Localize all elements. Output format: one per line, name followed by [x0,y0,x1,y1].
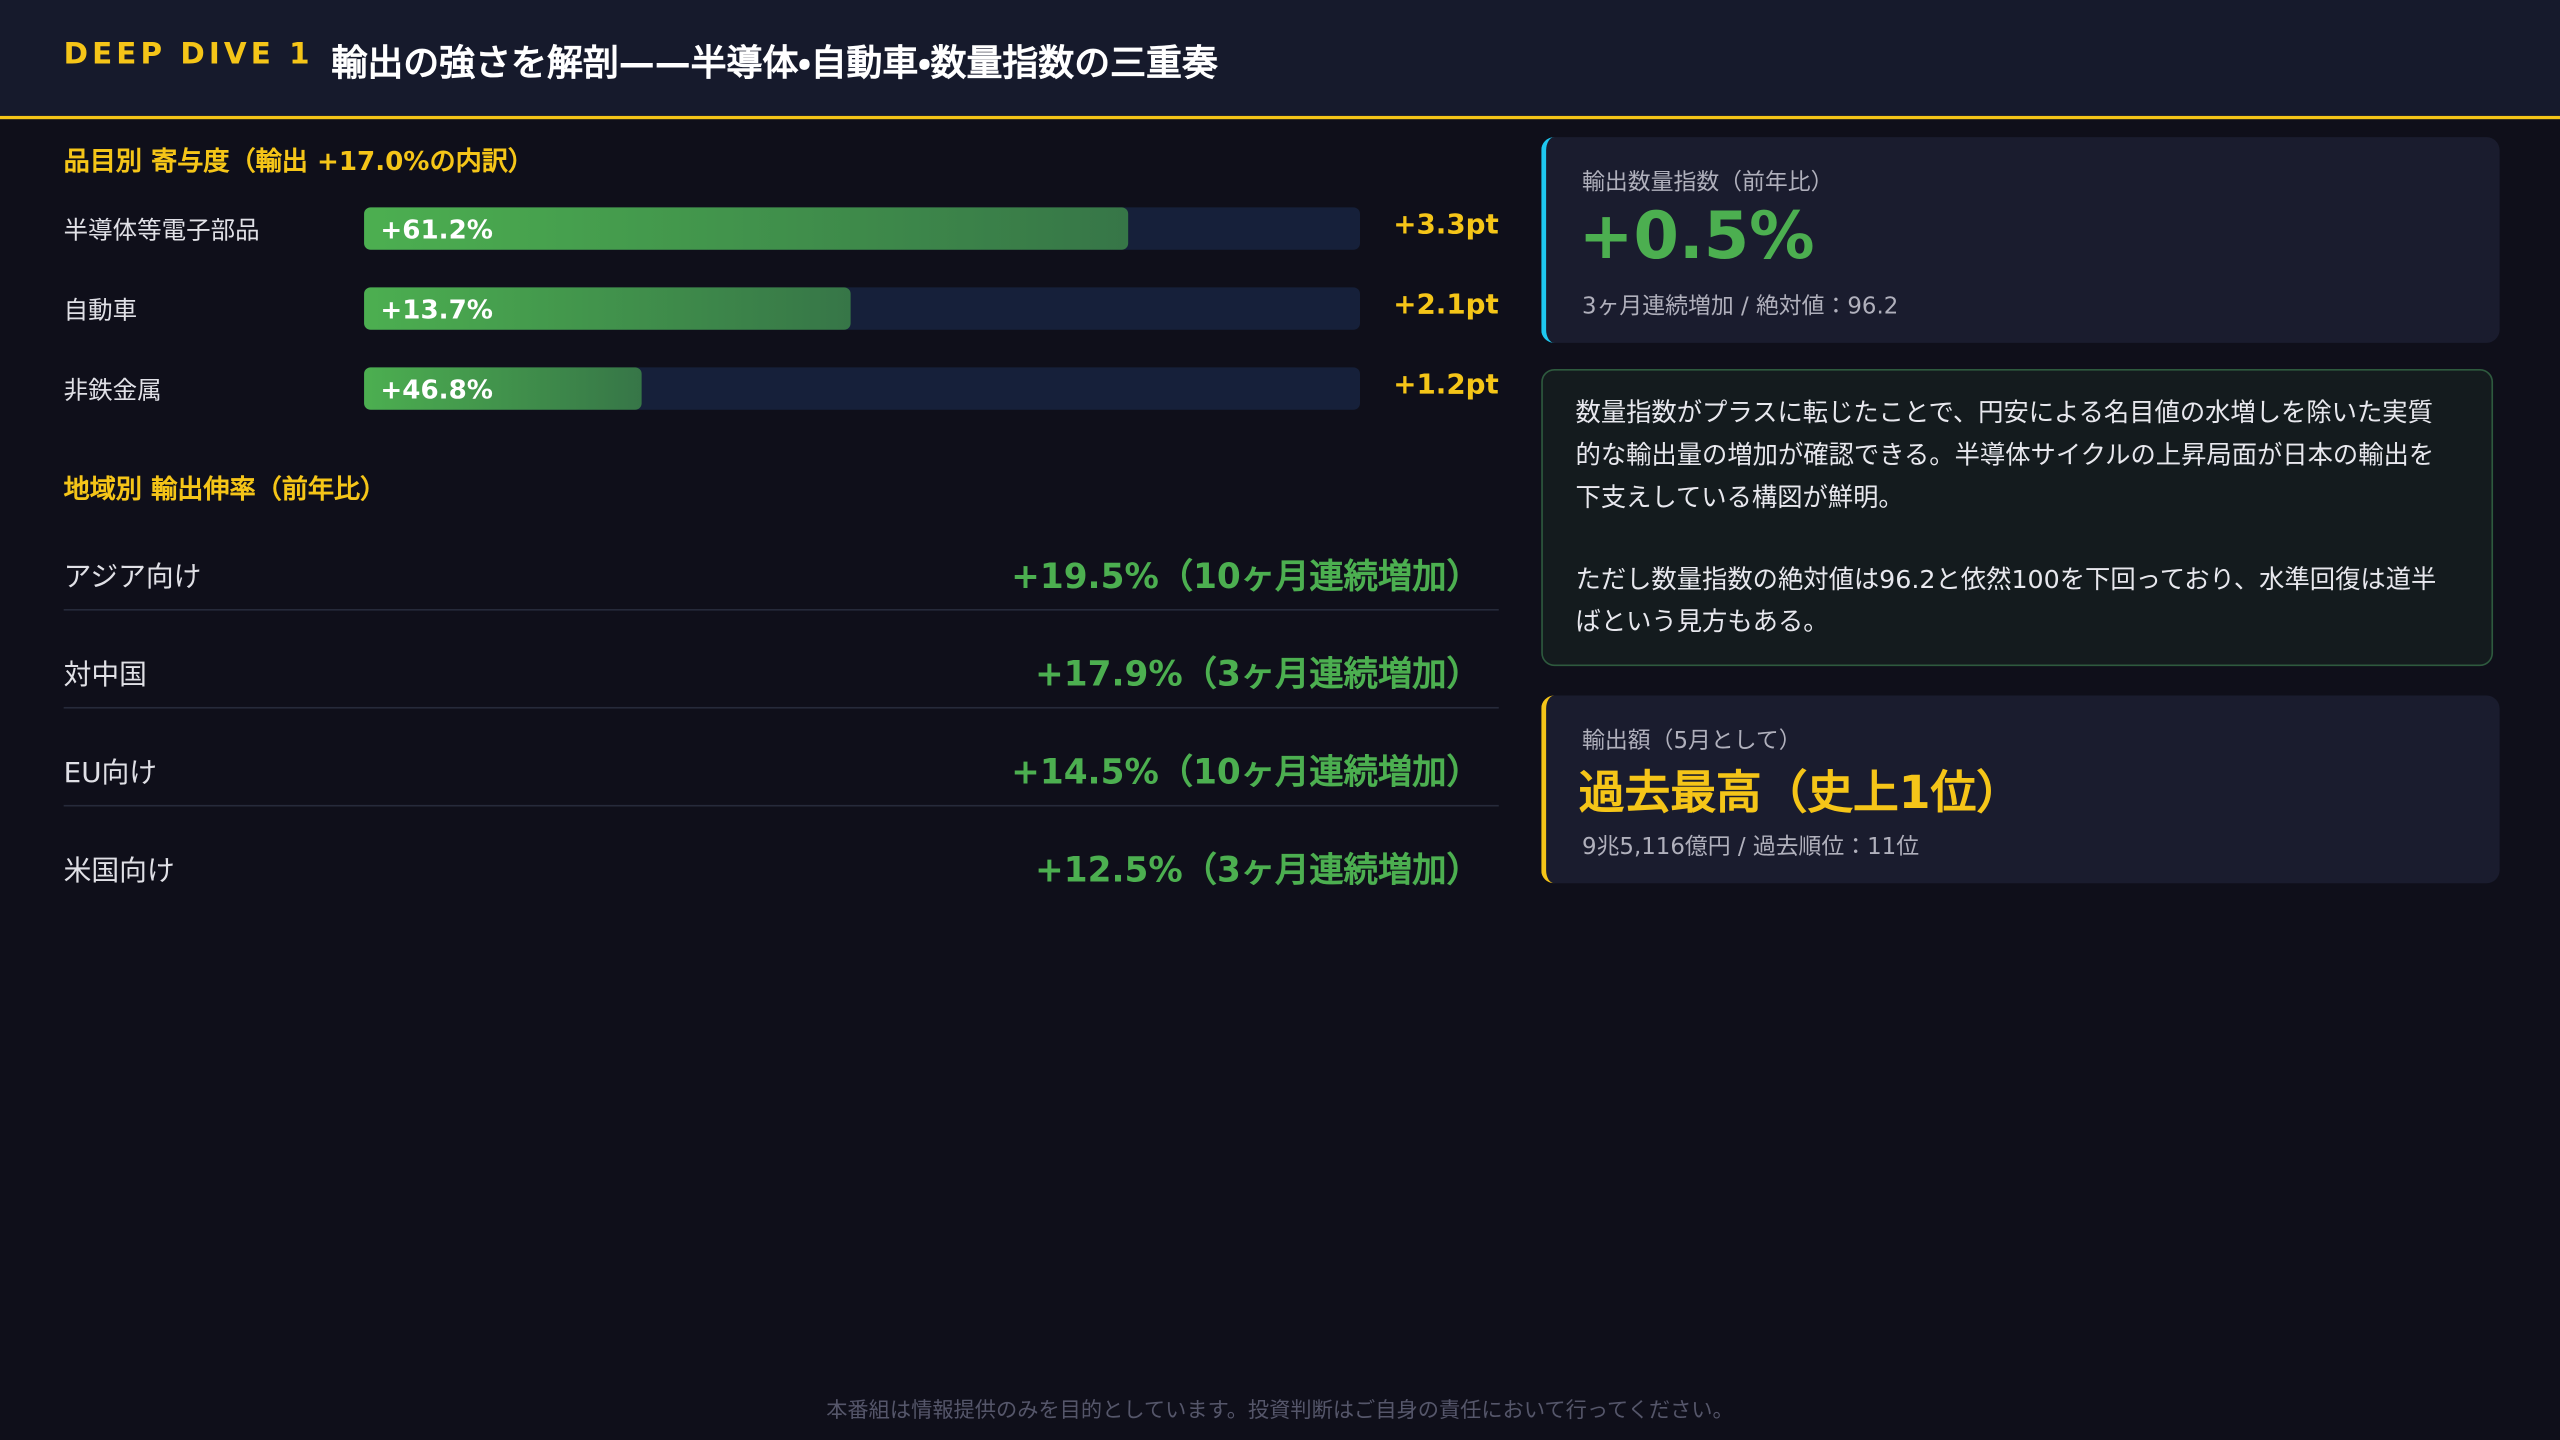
card-note: 3ヶ月連続増加 / 絶対値：96.2 [1582,293,1899,320]
region-name: 対中国 [63,659,147,693]
region-name: EU向け [63,757,158,791]
separator [63,608,1499,611]
footer-disclaimer: 本番組は情報提供のみを目的としています。投資判断はご自身の責任において行ってくだ… [826,1399,1734,1424]
regions-title: 地域別 輸出伸率（前年比） [63,473,387,505]
card: 輸出額（5月として） 過去最高（史上1位） 9兆5,116億円 / 過去順位：1… [1541,695,2500,884]
category-label: 半導体等電子部品 [63,215,260,245]
commentary-paragraph: ただし数量指数の絶対値は96.2と依然100を下回っており、水準回復は道半ばとい… [1575,564,2437,637]
separator [63,706,1499,709]
header-title: 輸出の強さを解剖——半導体・自動車・数量指数の三重奏 [331,44,1218,85]
card-value: 過去最高（史上1位） [1578,765,2023,820]
card-note: 9兆5,116億円 / 過去順位：11位 [1582,834,1920,861]
bar-growth-label: +46.8% [380,373,493,405]
value-label: +3.3pt [1393,208,1499,242]
card-label: 輸出額（5月として） [1582,728,1802,755]
commentary-paragraph: 数量指数がプラスに転じたことで、円安による名目値の水増しを除いた実質的な輸出量の… [1575,398,2435,513]
region-value: +17.9%（3ヶ月連続増加） [1034,654,1481,694]
chart-title: 品目別 寄与度（輸出 +17.0%の内訳） [63,145,534,177]
card-label: 輸出数量指数（前年比） [1582,169,1834,196]
header: DEEP DIVE 1 輸出の強さを解剖——半導体・自動車・数量指数の三重奏 [0,0,2560,120]
bar-track: +13.7% [364,287,1360,330]
value-label: +1.2pt [1393,368,1499,402]
bar: +13.7% [364,287,851,330]
bar: +61.2% [364,207,1129,250]
category-label: 自動車 [63,295,138,325]
region-value: +19.5%（10ヶ月連続増加） [1011,556,1481,596]
commentary: 数量指数がプラスに転じたことで、円安による名目値の水増しを除いた実質的な輸出量の… [1541,368,2494,667]
header-tag: DEEP DIVE 1 [63,37,314,72]
bar: +46.8% [364,367,642,410]
region-value: +12.5%（3ヶ月連続増加） [1034,850,1481,890]
card: 輸出数量指数（前年比） +0.5% 3ヶ月連続増加 / 絶対値：96.2 [1541,137,2500,343]
category-label: 非鉄金属 [63,375,162,405]
region-name: 米国向け [63,855,175,889]
separator [63,804,1499,807]
bar-growth-label: +13.7% [380,293,493,325]
region-value: +14.5%（10ヶ月連続増加） [1011,752,1481,792]
value-label: +2.1pt [1393,288,1499,322]
card-value: +0.5% [1578,199,1815,275]
bar-track: +61.2% [364,207,1360,250]
bar-growth-label: +61.2% [380,213,493,245]
region-name: アジア向け [63,561,202,595]
bar-track: +46.8% [364,367,1360,410]
